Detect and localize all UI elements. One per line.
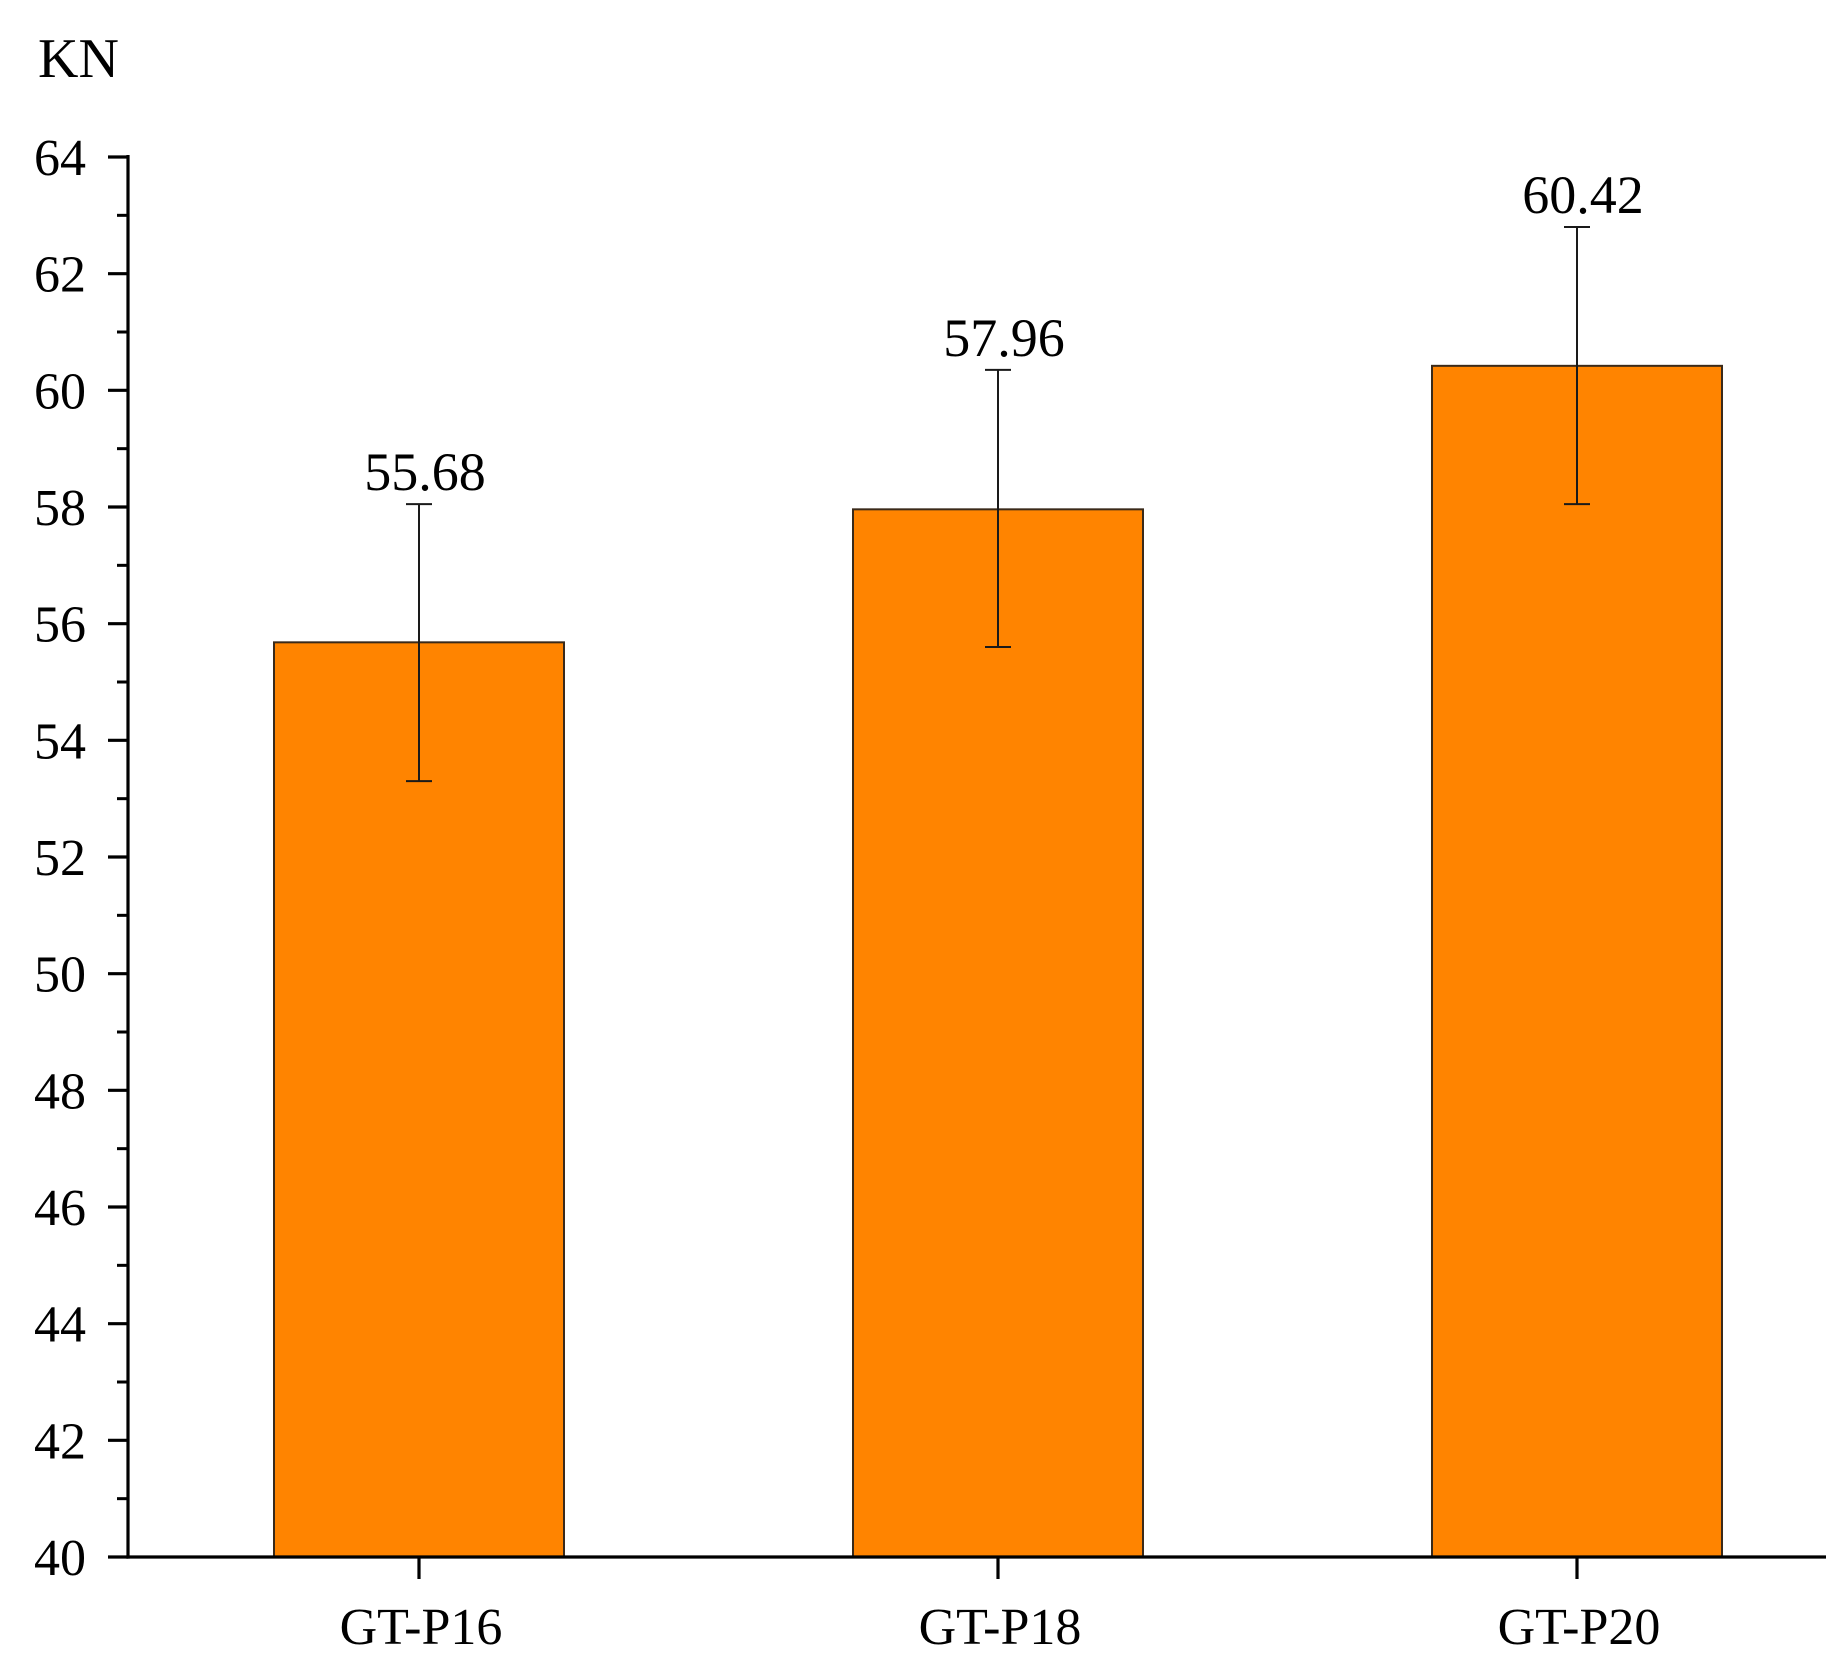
data-label: 57.96 [943,308,1065,368]
y-tick-label: 46 [34,1180,86,1237]
y-tick-label: 44 [34,1297,86,1354]
y-tick-label: 64 [34,130,86,187]
data-label: 55.68 [364,442,486,502]
y-tick-label: 52 [34,830,86,887]
y-tick-label: 54 [34,713,86,770]
data-label: 60.42 [1522,165,1644,225]
y-tick-label: 48 [34,1063,86,1120]
x-tick-label: GT-P18 [919,1599,1082,1656]
bar-gt-p18 [852,508,1144,1558]
x-ticks-group: GT-P16 GT-P18 GT-P20 [340,1557,1661,1656]
y-tick-label: 42 [34,1413,86,1470]
bar-gt-p16 [273,641,565,1558]
y-tick-label: 40 [34,1530,86,1587]
y-tick-label: 58 [34,480,86,537]
y-tick-label: 56 [34,597,86,654]
y-tick-label: 60 [34,363,86,420]
y-tick-label: 50 [34,947,86,1004]
error-bars-group [406,226,1590,783]
x-tick-label: GT-P16 [340,1599,503,1656]
y-axis-unit-label: KN [38,28,119,90]
bar-gt-p20 [1431,364,1723,1558]
y-tick-label: 62 [34,247,86,304]
y-ticks-group: 40 42 44 46 48 50 52 54 56 58 60 62 64 [34,130,128,1587]
data-labels-group: 55.68 57.96 60.42 [364,165,1644,502]
x-tick-label: GT-P20 [1498,1599,1661,1656]
